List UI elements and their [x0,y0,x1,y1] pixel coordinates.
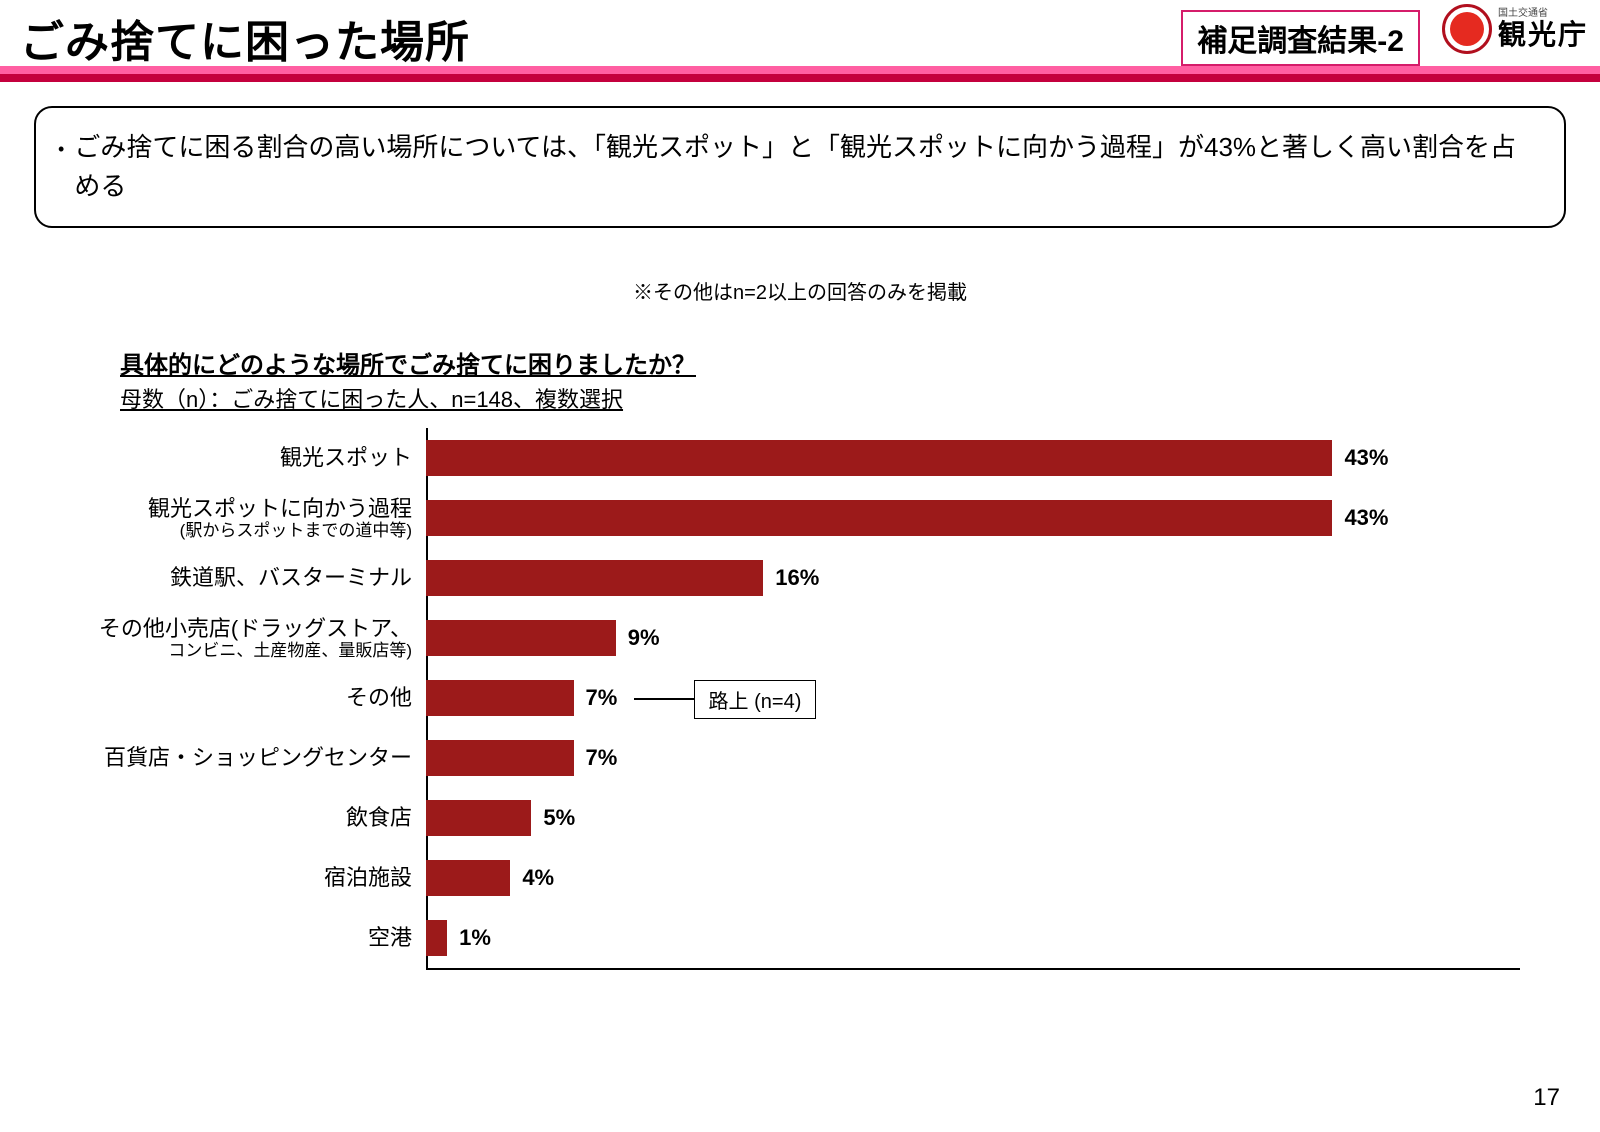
chart-row: 鉄道駅、バスターミナル 16% [60,548,1540,608]
bar [426,920,447,956]
chart-row: 飲食店 5% [60,788,1540,848]
logo-small-text: 国土交通省 [1498,9,1588,20]
bar-area: 7% [426,728,1540,788]
header: ごみ捨てに困った場所 補足調査結果-2 国土交通省 観光庁 [0,0,1600,66]
row-label: 宿泊施設 [60,865,426,890]
bar-area: 43% [426,488,1540,548]
chart-row: 観光スポット 43% [60,428,1540,488]
row-label: その他小売店(ドラッグストア、コンビニ、土産物産、量販店等) [60,616,426,661]
bar [426,680,574,716]
bar [426,740,574,776]
summary-text: ごみ捨てに困る割合の高い場所については、「観光スポット」と「観光スポットに向かう… [74,128,1542,206]
chart-row: 空港 1% [60,908,1540,968]
chart-row: 宿泊施設 4% [60,848,1540,908]
bar-area: 4% [426,848,1540,908]
bar [426,560,763,596]
annotation-box: 路上 (n=4) [694,680,817,719]
agency-logo: 国土交通省 観光庁 [1442,4,1588,54]
chart-title: 具体的にどのような場所でごみ捨てに困りましたか？ [120,345,1540,380]
chart-note: ※その他はn=2以上の回答のみを掲載 [0,276,1600,305]
row-label: 空港 [60,925,426,950]
logo-inner-icon [1450,12,1484,46]
bar-value: 5% [543,805,575,831]
bar-value: 43% [1344,505,1388,531]
bar-area: 16% [426,548,1540,608]
rule-bottom [0,74,1600,82]
page-title: ごみ捨てに困った場所 [20,6,470,70]
summary-bullet: • [58,136,64,163]
chart-row: 百貨店・ショッピングセンター 7% [60,728,1540,788]
bar-area: 7% [426,668,1540,728]
bar-area: 9% [426,608,1540,668]
bar-area: 1% [426,908,1540,968]
chart: 具体的にどのような場所でごみ捨てに困りましたか？ 母数（n）：ごみ捨てに困った人… [60,345,1540,970]
annotation-connector [634,698,694,700]
row-label: 鉄道駅、バスターミナル [60,565,426,590]
bar-area: 5% [426,788,1540,848]
bar [426,800,531,836]
bar [426,440,1332,476]
x-axis [426,968,1520,970]
bar-value: 7% [586,745,618,771]
logo-circle-icon [1442,4,1492,54]
bar-value: 4% [522,865,554,891]
bar-value: 43% [1344,445,1388,471]
row-label: 観光スポットに向かう過程(駅からスポットまでの道中等) [60,496,426,541]
bar-area: 43% [426,428,1540,488]
bar-value: 1% [459,925,491,951]
chart-row: 観光スポットに向かう過程(駅からスポットまでの道中等) 43% [60,488,1540,548]
bar [426,620,616,656]
row-label: 観光スポット [60,445,426,470]
chart-row: その他小売店(ドラッグストア、コンビニ、土産物産、量販店等) 9% [60,608,1540,668]
bar-value: 16% [775,565,819,591]
row-label: 百貨店・ショッピングセンター [60,745,426,770]
logo-big-text: 観光庁 [1498,20,1588,49]
bar [426,500,1332,536]
row-label: 飲食店 [60,805,426,830]
row-label: その他 [60,685,426,710]
logo-text: 国土交通省 観光庁 [1498,9,1588,49]
page-number: 17 [1533,1084,1560,1112]
bar [426,860,510,896]
badge-supplementary: 補足調査結果-2 [1181,10,1420,66]
summary-box: • ごみ捨てに困る割合の高い場所については、「観光スポット」と「観光スポットに向… [34,106,1566,228]
bar-value: 7% [586,685,618,711]
chart-subtitle: 母数（n）：ごみ捨てに困った人、n=148、複数選択 [120,382,1540,414]
chart-body: 観光スポット 43% 観光スポットに向かう過程(駅からスポットまでの道中等) 43% 鉄… [60,428,1540,970]
bar-value: 9% [628,625,660,651]
